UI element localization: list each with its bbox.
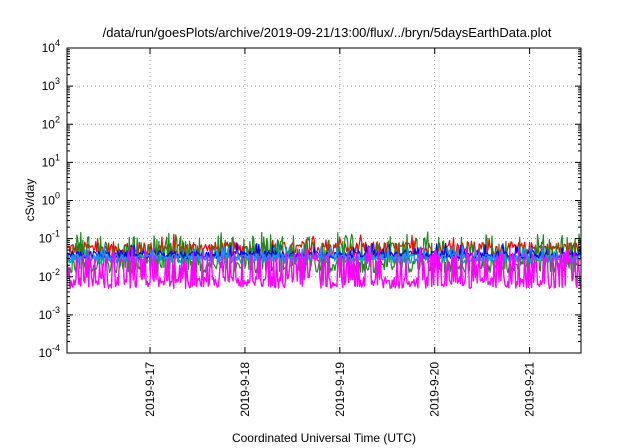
grid [67,48,581,353]
x-tick-label: 2019-9-20 [428,362,442,417]
series-group [66,231,582,290]
y-tick-exponent: 3 [55,76,60,86]
x-axis-label: Coordinated Universal Time (UTC) [232,431,416,445]
y-tick-exponent: 4 [55,38,60,48]
y-tick-mantissa: 10 [42,117,56,131]
y-tick-mantissa: 10 [39,270,53,284]
y-tick-label: 10-3 [39,305,60,322]
y-tick-mantissa: 10 [39,346,53,360]
y-tick-exponent: -2 [52,267,60,277]
chart-title: /data/run/goesPlots/archive/2019-09-21/1… [103,25,552,40]
y-tick-label: 100 [42,191,60,208]
y-tick-label: 10-1 [39,229,60,246]
y-tick-label: 10-4 [39,343,60,360]
y-tick-mantissa: 10 [39,232,53,246]
x-tick-labels: 2019-9-17 2019-9-18 2019-9-19 2019-9-20 2019… [143,362,537,417]
y-tick-exponent: 1 [55,152,60,162]
x-tick-label: 2019-9-17 [143,362,157,417]
y-tick-label: 102 [42,114,60,131]
y-tick-mantissa: 10 [42,41,56,55]
y-tick-exponent: -1 [52,229,60,239]
y-tick-exponent: -3 [52,305,60,315]
y-tick-mantissa: 10 [42,79,56,93]
y-tick-mantissa: 10 [42,194,56,208]
y-tick-label: 103 [42,76,60,93]
y-tick-mantissa: 10 [42,155,56,169]
y-axis-label: cSv/day [23,179,37,222]
x-tick-label: 2019-9-21 [523,362,537,417]
ticks [67,47,581,354]
y-tick-exponent: 2 [55,114,60,124]
y-tick-mantissa: 10 [39,308,53,322]
x-tick-label: 2019-9-18 [238,362,252,417]
x-tick-label: 2019-9-19 [333,362,347,417]
y-tick-label: 101 [42,152,60,169]
y-tick-label: 10-2 [39,267,60,284]
y-tick-exponent: 0 [55,191,60,201]
y-tick-exponent: -4 [52,343,60,353]
series-line [66,246,582,290]
y-tick-label: 104 [42,38,60,55]
